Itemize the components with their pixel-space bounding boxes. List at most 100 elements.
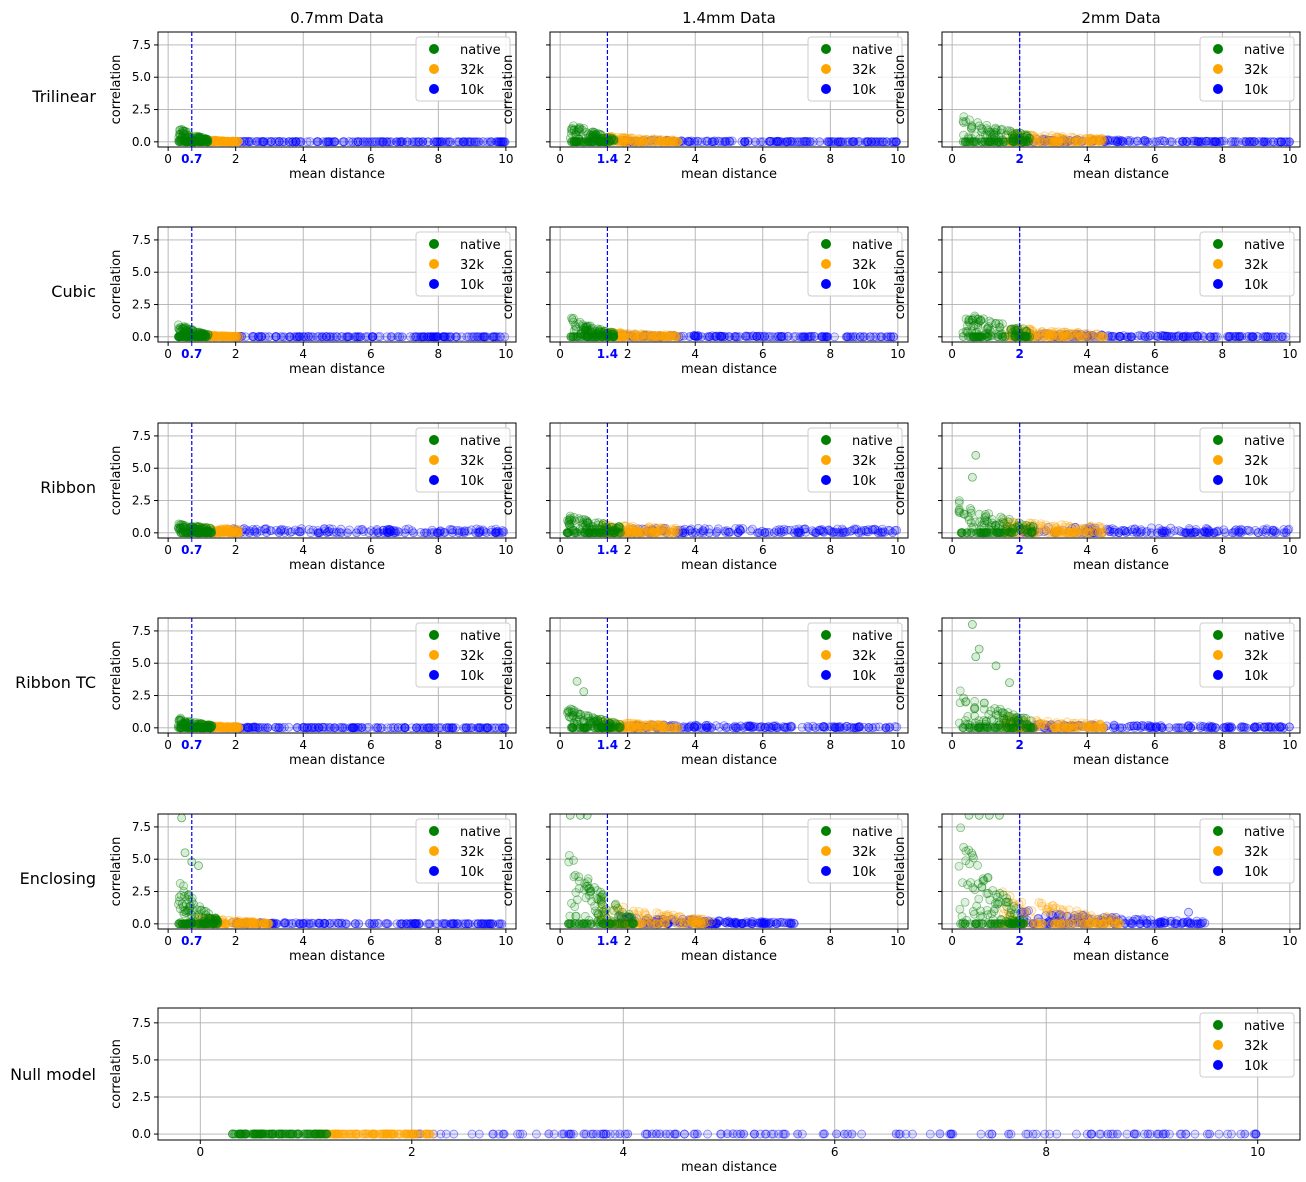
data-point-10k <box>457 332 466 342</box>
data-point-32k <box>1095 134 1105 144</box>
data-point-10k <box>339 137 349 147</box>
data-point-10k <box>820 723 830 733</box>
x-tick-label: 4 <box>691 543 699 557</box>
data-point-10k <box>1281 528 1291 538</box>
data-point-native <box>975 316 985 326</box>
data-point-native <box>983 323 992 333</box>
data-point-10k <box>276 332 286 342</box>
data-point-10k <box>1235 332 1245 342</box>
legend-marker-native <box>821 630 831 640</box>
data-point-32k <box>1059 137 1069 147</box>
data-point-native <box>971 320 981 329</box>
threshold-tick-label: 1.4 <box>597 152 618 166</box>
data-point-10k <box>882 137 892 147</box>
legend-label-10k: 10k <box>1244 474 1269 489</box>
data-point-32k <box>229 332 239 342</box>
data-point-native <box>967 315 977 325</box>
threshold-tick-label: 0.7 <box>181 738 202 752</box>
data-point-10k <box>432 137 442 147</box>
legend-label-native: native <box>852 238 893 253</box>
data-point-native <box>964 315 974 325</box>
data-point-10k <box>683 137 693 147</box>
data-point-10k <box>776 528 786 538</box>
data-point-native <box>983 517 993 527</box>
data-point-native <box>973 322 983 332</box>
x-tick-label: 4 <box>691 738 699 752</box>
legend-label-32k: 32k <box>1244 63 1269 78</box>
data-point-32k <box>224 528 234 538</box>
data-point-10k <box>1270 723 1280 733</box>
legend-label-32k: 32k <box>852 258 877 273</box>
data-point-10k <box>1265 332 1275 342</box>
y-tick-label: 0.0 <box>132 135 151 149</box>
data-point-10k <box>804 723 814 733</box>
data-point-10k <box>810 528 820 538</box>
data-point-10k <box>474 528 483 537</box>
data-point-10k <box>463 137 472 147</box>
data-point-10k <box>257 332 267 342</box>
data-point-10k <box>382 137 391 147</box>
data-point-native <box>181 126 191 136</box>
data-point-native <box>579 124 589 133</box>
data-point-32k <box>1078 332 1087 342</box>
data-point-native <box>985 130 995 139</box>
data-point-10k <box>373 528 383 538</box>
data-point-native <box>964 332 973 341</box>
y-tick-label: 5.0 <box>132 656 151 670</box>
data-point-native <box>587 128 597 137</box>
data-point-10k <box>244 137 254 147</box>
data-point-10k <box>489 332 499 342</box>
x-tick-label: 0 <box>164 152 172 166</box>
data-point-10k <box>428 332 438 342</box>
data-point-native <box>994 323 1004 332</box>
data-point-native <box>976 315 986 325</box>
data-point-native <box>964 317 974 327</box>
data-point-10k <box>464 332 474 342</box>
data-point-10k <box>871 332 881 342</box>
data-point-native <box>967 315 977 325</box>
data-point-10k <box>400 528 410 538</box>
data-point-native <box>963 321 972 331</box>
data-point-native <box>965 137 975 147</box>
legend-label-native: native <box>460 434 501 449</box>
x-tick-label: 8 <box>435 152 443 166</box>
data-point-32k <box>648 332 658 342</box>
data-point-10k <box>1192 331 1202 341</box>
row-label-4: Enclosing <box>20 869 96 888</box>
data-point-native <box>983 126 993 135</box>
data-point-native <box>175 125 185 135</box>
data-point-10k <box>740 137 750 147</box>
y-tick-label: 7.5 <box>132 233 151 247</box>
row-label-0: Trilinear <box>31 87 96 106</box>
data-point-10k <box>733 528 743 538</box>
data-point-native <box>984 322 993 331</box>
data-point-native <box>1007 324 1016 334</box>
data-point-10k <box>285 528 295 537</box>
data-point-10k <box>849 137 859 147</box>
data-point-native <box>976 123 986 133</box>
data-point-10k <box>293 332 302 342</box>
data-point-32k <box>1098 136 1108 146</box>
data-point-10k <box>497 528 507 537</box>
legend-label-32k: 32k <box>460 649 485 664</box>
data-point-10k <box>833 137 843 147</box>
data-point-native <box>582 322 591 332</box>
data-point-10k <box>254 332 263 342</box>
data-point-10k <box>1135 330 1145 340</box>
x-tick-label: 2 <box>232 347 240 361</box>
data-point-10k <box>1260 137 1270 147</box>
x-axis-label: mean distance <box>1073 558 1169 573</box>
data-point-10k <box>310 723 320 732</box>
data-point-native <box>992 528 1002 537</box>
data-point-10k <box>1263 137 1272 147</box>
data-point-native <box>1006 324 1016 334</box>
data-point-10k <box>702 723 712 733</box>
data-point-10k <box>492 332 502 342</box>
data-point-10k <box>328 332 338 342</box>
legend-marker-native <box>429 435 439 445</box>
data-point-native <box>179 126 189 136</box>
